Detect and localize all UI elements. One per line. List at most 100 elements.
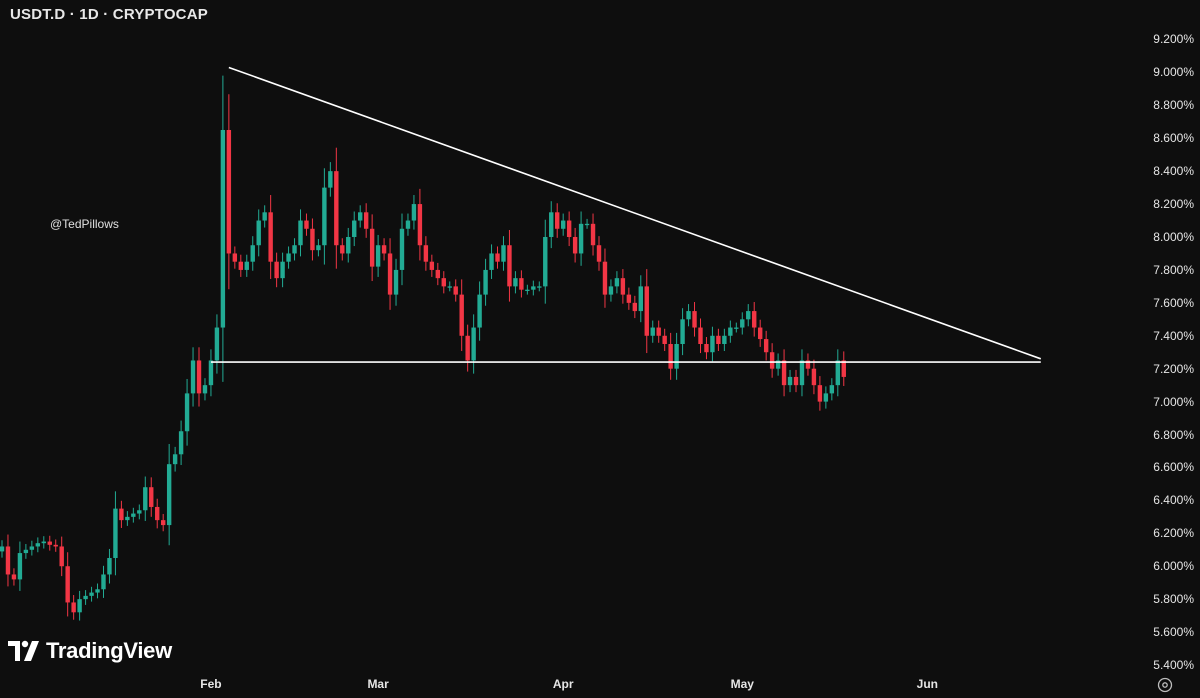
candle[interactable] (214, 314, 220, 374)
candle[interactable] (125, 511, 130, 526)
candle[interactable] (781, 349, 787, 397)
candle[interactable] (841, 351, 846, 386)
candle[interactable] (405, 213, 411, 236)
candle[interactable] (752, 302, 757, 337)
candle[interactable] (304, 213, 309, 236)
candle[interactable] (602, 248, 608, 308)
candle[interactable] (292, 238, 297, 261)
candle[interactable] (196, 347, 202, 407)
candle[interactable] (435, 262, 441, 286)
candle[interactable] (250, 236, 255, 271)
candle[interactable] (328, 162, 333, 197)
candle[interactable] (477, 281, 482, 341)
candle[interactable] (107, 548, 112, 584)
candle[interactable] (489, 244, 494, 279)
candle[interactable] (113, 491, 118, 576)
candle[interactable] (757, 319, 763, 347)
candle[interactable] (89, 586, 94, 602)
candle[interactable] (662, 328, 667, 351)
candle[interactable] (71, 595, 76, 620)
candle[interactable] (555, 203, 560, 238)
candle[interactable] (334, 147, 339, 269)
candle[interactable] (578, 211, 584, 266)
candle[interactable] (656, 320, 661, 343)
candle[interactable] (95, 583, 100, 599)
candle[interactable] (47, 535, 52, 551)
candle[interactable] (698, 318, 703, 354)
candle[interactable] (232, 246, 238, 269)
candle[interactable] (59, 536, 64, 577)
candle[interactable] (644, 269, 649, 354)
candle[interactable] (692, 302, 697, 337)
candle[interactable] (811, 359, 817, 395)
candle[interactable] (119, 500, 124, 528)
candle[interactable] (298, 209, 303, 257)
candle[interactable] (35, 537, 41, 553)
candle[interactable] (358, 205, 363, 228)
candle[interactable] (244, 254, 249, 277)
candle[interactable] (101, 565, 106, 598)
candle[interactable] (525, 284, 530, 295)
candle[interactable] (0, 540, 5, 558)
candle[interactable] (149, 477, 154, 517)
candle[interactable] (316, 239, 321, 257)
candle[interactable] (746, 304, 751, 327)
candle[interactable] (740, 312, 745, 335)
candle[interactable] (608, 279, 614, 302)
candle[interactable] (166, 444, 172, 546)
candle[interactable] (143, 476, 148, 521)
candle[interactable] (160, 513, 166, 532)
candle[interactable] (584, 218, 590, 229)
candle[interactable] (41, 536, 46, 549)
candle[interactable] (722, 328, 727, 351)
candle[interactable] (710, 326, 715, 362)
candle[interactable] (626, 287, 632, 310)
candle[interactable] (11, 568, 17, 586)
candle[interactable] (184, 378, 190, 446)
candle[interactable] (423, 236, 429, 271)
candle[interactable] (596, 236, 602, 271)
candle[interactable] (501, 236, 506, 271)
candle[interactable] (131, 507, 136, 523)
candle[interactable] (274, 252, 279, 288)
candle[interactable] (465, 324, 470, 372)
candle[interactable] (137, 504, 142, 520)
candle[interactable] (429, 254, 435, 277)
candle[interactable] (190, 347, 196, 407)
candle[interactable] (680, 308, 685, 356)
candle[interactable] (77, 590, 82, 621)
candle[interactable] (734, 322, 739, 333)
candle[interactable] (453, 279, 458, 302)
candle[interactable] (704, 337, 709, 360)
candle[interactable] (823, 386, 829, 409)
candle[interactable] (799, 349, 805, 397)
candle[interactable] (817, 376, 823, 411)
candle[interactable] (369, 214, 375, 282)
candle[interactable] (399, 213, 405, 286)
candle[interactable] (17, 541, 23, 591)
candle[interactable] (763, 330, 769, 361)
candle[interactable] (178, 420, 184, 465)
candle[interactable] (447, 281, 452, 292)
candle[interactable] (519, 270, 524, 298)
candle[interactable] (286, 246, 291, 269)
candle[interactable] (375, 234, 381, 277)
candle[interactable] (256, 209, 261, 257)
candle[interactable] (507, 230, 512, 302)
candle[interactable] (537, 281, 542, 292)
candle[interactable] (566, 211, 572, 247)
candle[interactable] (674, 332, 679, 380)
candle[interactable] (513, 271, 518, 294)
candle[interactable] (387, 238, 393, 310)
candle[interactable] (549, 201, 554, 249)
candle[interactable] (495, 246, 500, 269)
candle[interactable] (352, 211, 357, 247)
descending-resistance-trendline[interactable] (228, 66, 1042, 360)
candle[interactable] (441, 271, 446, 294)
candle[interactable] (310, 218, 315, 261)
candle[interactable] (829, 378, 835, 401)
candle[interactable] (531, 280, 536, 296)
candle[interactable] (769, 343, 775, 378)
candle[interactable] (632, 295, 638, 319)
candle[interactable] (83, 590, 88, 605)
